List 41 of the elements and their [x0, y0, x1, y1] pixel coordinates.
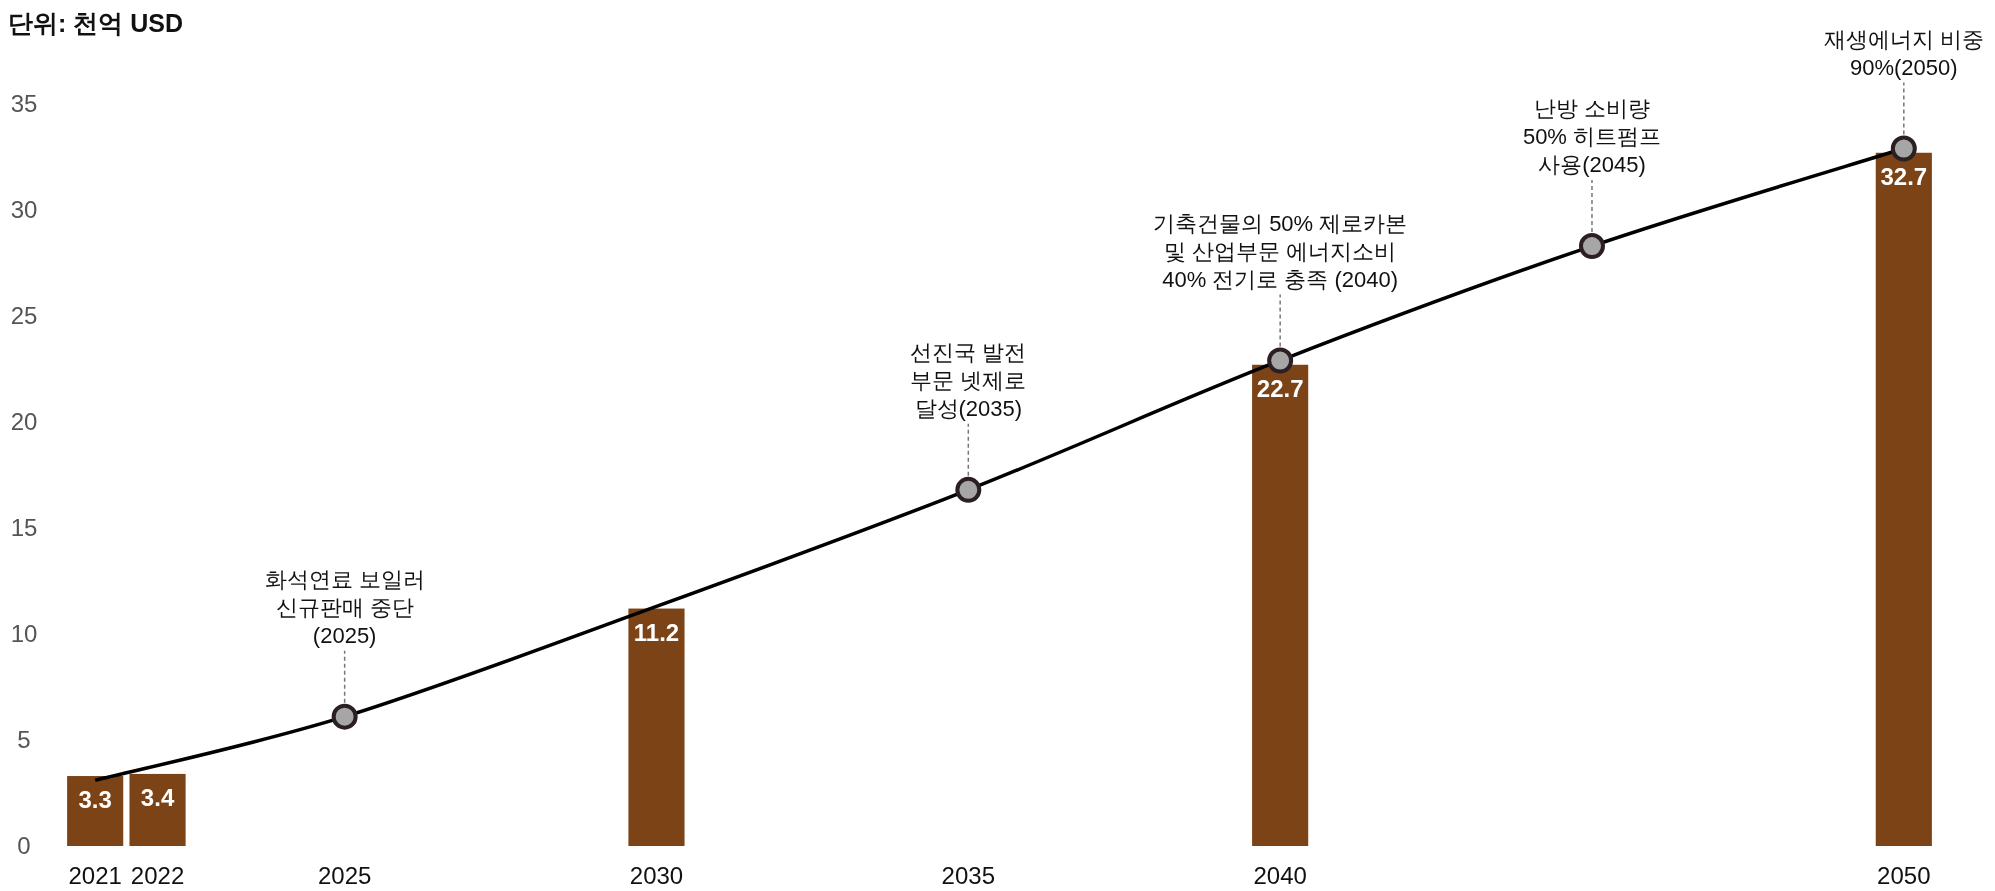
- y-tick-label: 25: [10, 302, 38, 329]
- y-tick-label: 20: [10, 408, 38, 435]
- x-tick-label: 2035: [941, 862, 996, 889]
- x-tick-label: 2030: [629, 862, 684, 889]
- x-tick-label: 2025: [317, 862, 372, 889]
- annotation: 기축건물의 50% 제로카본 및 산업부문 에너지소비 40% 전기로 충족 (2040): [1153, 210, 1408, 292]
- point: [331, 703, 358, 730]
- x-tick-label: 2022: [130, 862, 185, 889]
- data-label: 3.3: [78, 786, 112, 814]
- y-tick-label: 5: [17, 726, 31, 753]
- data-label: 11.2: [633, 618, 680, 646]
- y-axis-title: 단위: 천억 USD: [8, 9, 183, 37]
- annotation: 선진국 발전 부문 넷제로 달성(2035): [910, 339, 1027, 421]
- data-label: 22.7: [1256, 374, 1304, 402]
- annotation: 화석연료 보일러 신규판매 중단 (2025): [264, 566, 425, 648]
- arrow-annotation: 난방 소비량 50% 히트펌프 사용(2045): [1522, 96, 1662, 247]
- arrow-annotation: 화석연료 보일러 신규판매 중단 (2025): [264, 566, 425, 718]
- annotation: 난방 소비량 50% 히트펌프 사용(2045): [1522, 96, 1662, 178]
- bar: [129, 773, 186, 846]
- y-tick-label: 35: [10, 90, 38, 117]
- y-tick-label: 30: [10, 196, 38, 223]
- y-tick-label: 15: [10, 514, 38, 541]
- bar: [1252, 364, 1309, 846]
- bar: [628, 608, 685, 846]
- data-label: 32.7: [1880, 162, 1928, 190]
- arrow-annotation: 기축건물의 50% 제로카본 및 산업부문 에너지소비 40% 전기로 충족 (2040): [1153, 210, 1408, 362]
- point: [1578, 233, 1605, 260]
- y-tick-label: 0: [17, 832, 31, 859]
- bar: [1875, 152, 1932, 846]
- x-tick-label: 2040: [1253, 862, 1307, 889]
- data-label: 3.4: [140, 783, 175, 811]
- x-tick-label: 2021: [68, 862, 122, 889]
- point: [955, 476, 982, 503]
- point: [1890, 135, 1917, 162]
- annotation: 재생에너지 비중 90%(2050): [1823, 26, 1984, 80]
- x-tick-label: 2050: [1877, 862, 1931, 889]
- bar: [67, 776, 124, 846]
- point: [1267, 347, 1294, 374]
- arrow-annotation: 선진국 발전 부문 넷제로 달성(2035): [910, 339, 1027, 491]
- y-tick-label: 10: [10, 620, 38, 647]
- arrow-annotation: 재생에너지 비중 90%(2050): [1823, 26, 1984, 150]
